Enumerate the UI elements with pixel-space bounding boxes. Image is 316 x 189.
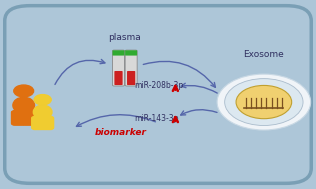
Circle shape	[236, 85, 292, 119]
FancyBboxPatch shape	[112, 50, 125, 86]
FancyBboxPatch shape	[22, 111, 36, 125]
Text: biomarker: biomarker	[95, 128, 147, 137]
Text: miR-143-3p: miR-143-3p	[134, 114, 179, 123]
FancyBboxPatch shape	[5, 6, 311, 183]
FancyBboxPatch shape	[11, 111, 25, 125]
Text: plasma: plasma	[108, 33, 141, 42]
FancyBboxPatch shape	[125, 50, 137, 56]
Circle shape	[14, 85, 33, 97]
FancyBboxPatch shape	[32, 116, 45, 129]
FancyBboxPatch shape	[127, 71, 135, 85]
FancyBboxPatch shape	[41, 116, 54, 129]
FancyBboxPatch shape	[125, 50, 137, 86]
Text: Exosome: Exosome	[244, 50, 284, 59]
FancyBboxPatch shape	[112, 50, 125, 56]
Ellipse shape	[13, 97, 34, 113]
Ellipse shape	[33, 105, 52, 119]
Circle shape	[34, 94, 51, 105]
Text: miR-208b-3p: miR-208b-3p	[134, 81, 184, 91]
FancyBboxPatch shape	[114, 71, 123, 85]
Circle shape	[225, 79, 303, 125]
Circle shape	[217, 74, 311, 130]
